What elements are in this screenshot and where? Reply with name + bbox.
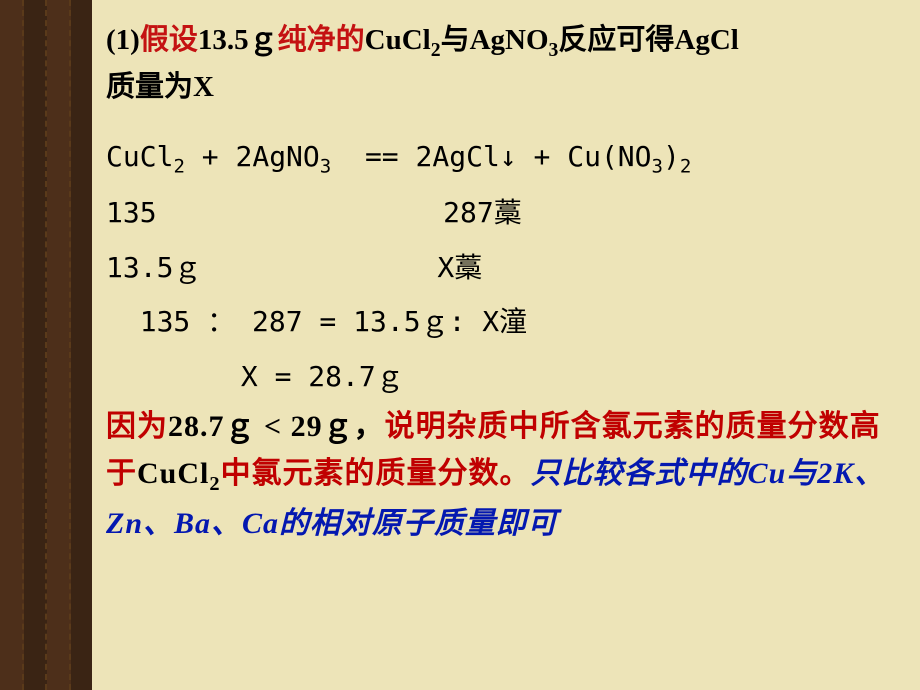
equation-row: 135 287藁 — [106, 186, 910, 241]
text-red: 假设 — [140, 24, 198, 56]
equation-block: CuCl2 + 2AgNO3 == 2AgCl↓ + Cu(NO3)2 135 … — [106, 130, 910, 404]
text-red: 中氯元素的质量分数。 — [221, 457, 531, 490]
equation-row: X = 28.7ｇ — [106, 350, 910, 405]
band-col — [71, 0, 93, 690]
text: 与AgNO — [441, 24, 549, 56]
subscript: 2 — [173, 156, 184, 178]
text: CuCl — [365, 24, 431, 56]
band-col — [0, 0, 24, 690]
band-col — [47, 0, 71, 690]
subscript: 3 — [320, 156, 331, 178]
decorative-left-band — [0, 0, 92, 690]
subscript: 3 — [652, 156, 663, 178]
text-red: 因为 — [106, 410, 168, 443]
subscript: 2 — [431, 39, 441, 61]
conclusion-block: 因为28.7ｇ < 29ｇ，说明杂质中所含氯元素的质量分数高于CuCl2中氯元素… — [106, 404, 910, 547]
text: == 2AgCl↓ + Cu(NO — [331, 140, 651, 173]
subscript: 2 — [209, 473, 220, 495]
text: CuCl — [137, 457, 209, 490]
text-red: 纯净的 — [278, 24, 365, 56]
equation-row: 13.5ｇ X藁 — [106, 241, 910, 296]
text: CuCl — [106, 140, 173, 173]
hypothesis-line-1: (1)假设13.5ｇ纯净的CuCl2与AgNO3反应可得AgCl — [106, 18, 910, 65]
text: (1) — [106, 24, 140, 56]
text: 13.5ｇ — [198, 24, 278, 56]
equation-row: 135 ： 287 = 13.5ｇ: X潼 — [106, 295, 910, 350]
text: ) — [663, 140, 680, 173]
text: + 2AgNO — [185, 140, 320, 173]
text: 28.7ｇ < 29ｇ， — [168, 410, 385, 443]
slide-content: (1)假设13.5ｇ纯净的CuCl2与AgNO3反应可得AgCl 质量为X Cu… — [106, 18, 910, 547]
equation-row: CuCl2 + 2AgNO3 == 2AgCl↓ + Cu(NO3)2 — [106, 130, 910, 186]
text: 反应可得AgCl — [558, 24, 738, 56]
hypothesis-line-2: 质量为X — [106, 65, 910, 110]
band-col — [24, 0, 48, 690]
subscript: 2 — [680, 156, 691, 178]
subscript: 3 — [549, 39, 559, 61]
